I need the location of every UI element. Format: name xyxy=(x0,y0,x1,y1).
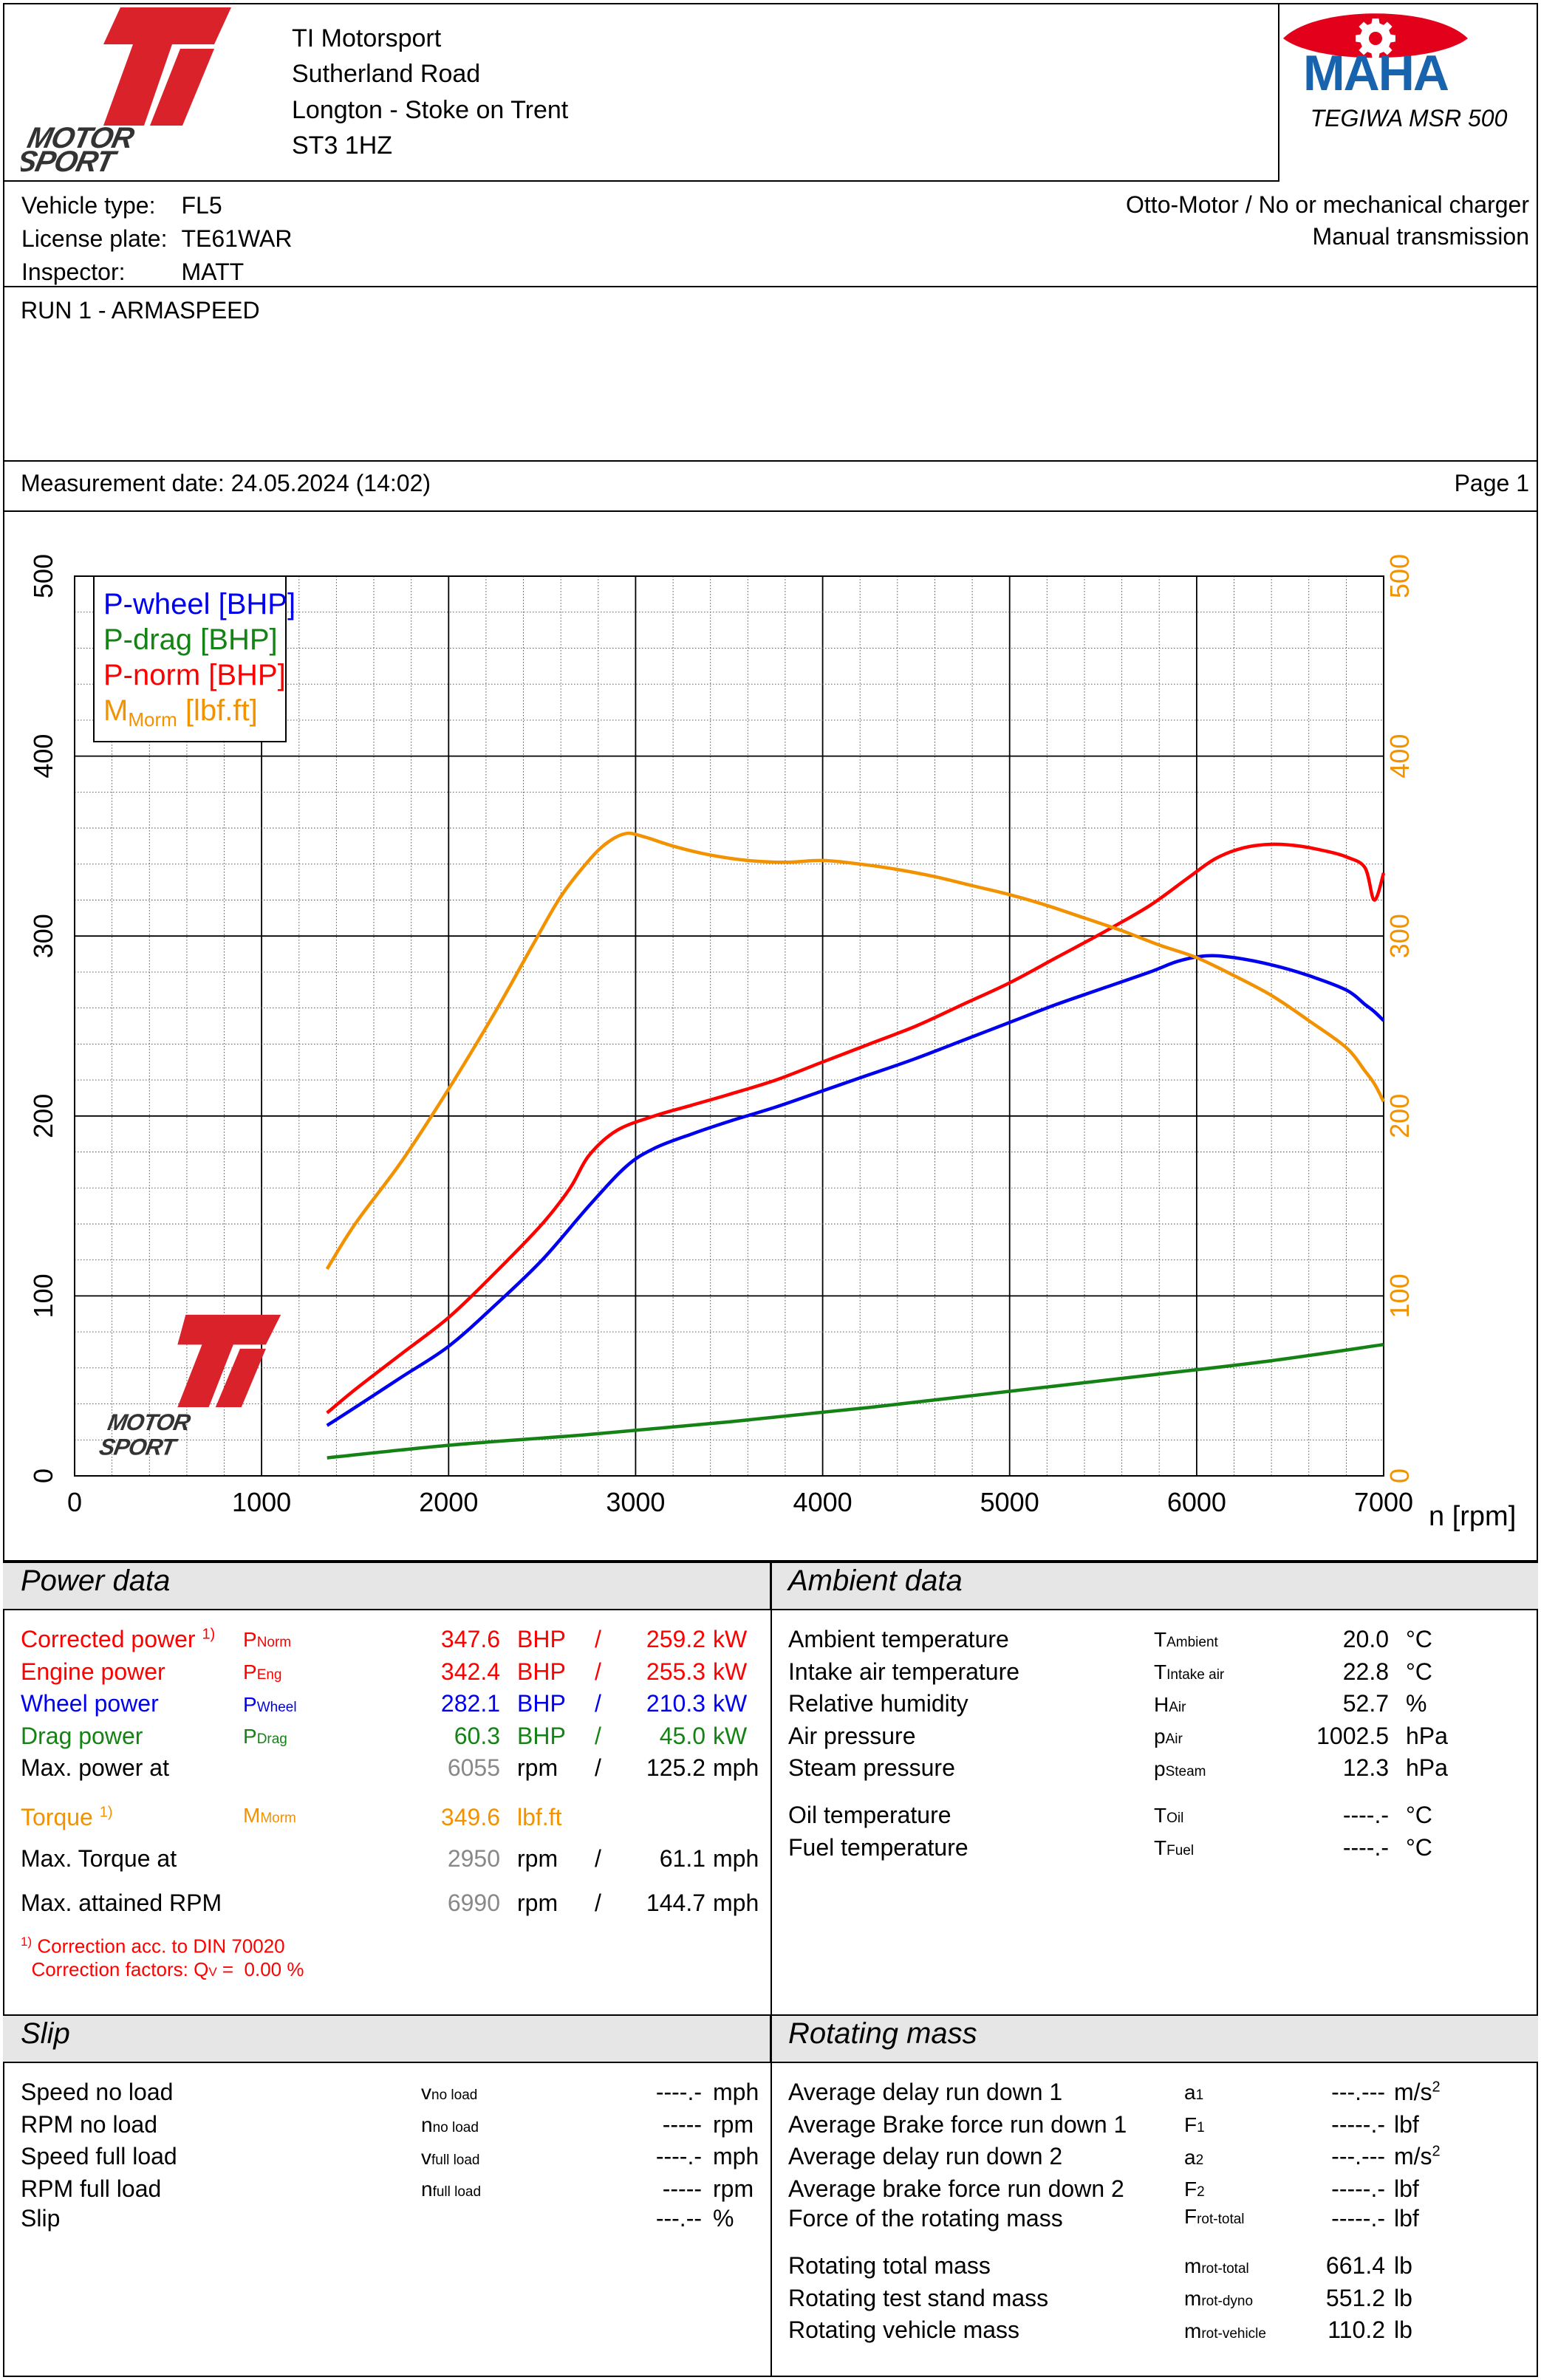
svg-text:MOTOR: MOTOR xyxy=(106,1409,193,1435)
svg-text:0: 0 xyxy=(1384,1468,1415,1483)
svg-text:1000: 1000 xyxy=(232,1487,291,1517)
svg-text:2000: 2000 xyxy=(419,1487,478,1517)
svg-text:200: 200 xyxy=(28,1094,58,1138)
svg-text:4000: 4000 xyxy=(793,1487,852,1517)
svg-text:P-wheel [BHP]: P-wheel [BHP] xyxy=(103,588,295,620)
svg-text:SPORT: SPORT xyxy=(21,144,120,174)
svg-text:P-drag [BHP]: P-drag [BHP] xyxy=(103,623,278,656)
svg-text:200: 200 xyxy=(1384,1094,1415,1138)
svg-text:400: 400 xyxy=(28,734,58,779)
svg-text:300: 300 xyxy=(1384,914,1415,958)
svg-text:MMorm [lbf.ft]: MMorm [lbf.ft] xyxy=(103,694,258,731)
svg-text:500: 500 xyxy=(1384,554,1415,598)
svg-text:P-norm [BHP]: P-norm [BHP] xyxy=(103,659,286,691)
svg-text:100: 100 xyxy=(1384,1273,1415,1318)
svg-text:SPORT: SPORT xyxy=(98,1434,180,1460)
svg-text:0: 0 xyxy=(28,1468,58,1483)
svg-text:6000: 6000 xyxy=(1167,1487,1226,1517)
svg-text:7000: 7000 xyxy=(1354,1487,1413,1517)
svg-text:5000: 5000 xyxy=(980,1487,1039,1517)
svg-text:0: 0 xyxy=(67,1487,82,1517)
svg-text:300: 300 xyxy=(28,914,58,958)
svg-text:400: 400 xyxy=(1384,734,1415,779)
svg-text:MAHA: MAHA xyxy=(1303,45,1449,101)
svg-text:500: 500 xyxy=(28,554,58,598)
svg-text:100: 100 xyxy=(28,1273,58,1318)
svg-text:n [rpm]: n [rpm] xyxy=(1429,1501,1516,1532)
svg-text:3000: 3000 xyxy=(606,1487,665,1517)
